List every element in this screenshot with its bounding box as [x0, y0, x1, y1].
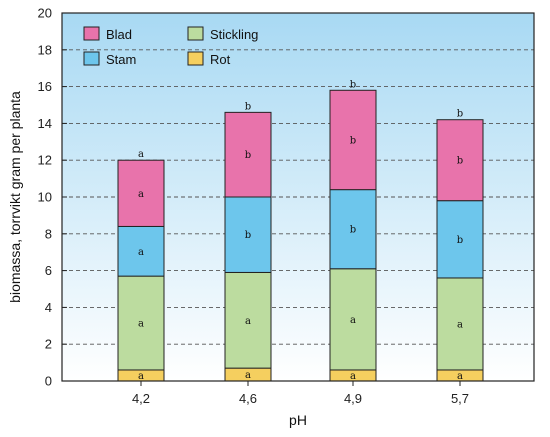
x-axis-title: pH: [289, 412, 307, 428]
segment-label: b: [457, 235, 463, 246]
bar-top-label: b: [457, 109, 463, 120]
segment-label: a: [138, 319, 144, 330]
segment-label: a: [457, 319, 463, 330]
y-tick-label: 2: [45, 337, 52, 352]
segment-label: a: [138, 189, 144, 200]
y-tick-label: 4: [45, 300, 52, 315]
bar-top-label: b: [350, 79, 356, 90]
y-tick-label: 10: [38, 190, 52, 205]
bar-segment-stam: [117, 225, 165, 277]
legend-label: Stam: [106, 52, 136, 67]
bar-segment-blad: [117, 159, 165, 227]
x-tick-label: 5,7: [451, 391, 469, 406]
segment-label: b: [245, 230, 251, 241]
x-tick-label: 4,9: [344, 391, 362, 406]
legend: Blad Stickling Stam Rot: [83, 26, 258, 67]
legend-swatch-blad: [83, 26, 100, 41]
bar-segment-stam: [329, 189, 377, 270]
bar-segment-stickling: [224, 271, 272, 369]
bars: a a a a a a a b b b a a b b b a a b b b: [117, 79, 484, 382]
bar-segment-stickling: [329, 268, 377, 371]
segment-label: b: [350, 225, 356, 236]
segment-label: b: [457, 156, 463, 167]
segment-label: b: [350, 135, 356, 146]
segment-label: a: [245, 316, 251, 327]
y-tick-label: 0: [45, 374, 52, 389]
segment-label: b: [245, 150, 251, 161]
y-tick-label: 6: [45, 263, 52, 278]
segment-label: a: [138, 371, 144, 382]
x-tick-label: 4,6: [239, 391, 257, 406]
axis-ticks: 0 2 4 6 8 10 12 14 16 18 20 4,2 4,6 4,9 5,7: [38, 6, 470, 407]
y-tick-label: 20: [38, 6, 52, 21]
bar-segment-blad: [224, 111, 272, 198]
y-tick-label: 12: [38, 153, 52, 168]
bar-top-label: a: [138, 149, 144, 160]
bar-top-label: b: [245, 101, 251, 112]
legend-swatch-stickling: [187, 26, 204, 41]
y-axis-title: biomassa, torrvikt gram per planta: [7, 91, 23, 303]
bar-segment-stam: [436, 200, 484, 279]
segment-label: a: [245, 370, 251, 381]
bar-segment-stam: [224, 196, 272, 273]
bar-segment-stickling: [436, 277, 484, 371]
y-tick-label: 18: [38, 42, 52, 57]
legend-label: Rot: [210, 52, 231, 67]
legend-label: Stickling: [210, 27, 258, 42]
y-tick-label: 14: [38, 116, 52, 131]
x-tick-label: 4,2: [132, 391, 150, 406]
legend-label: Blad: [106, 27, 132, 42]
legend-swatch-rot: [187, 51, 204, 66]
y-tick-label: 16: [38, 79, 52, 94]
segment-label: a: [457, 371, 463, 382]
segment-label: a: [138, 247, 144, 258]
bar-segment-stickling: [117, 275, 165, 371]
y-tick-label: 8: [45, 226, 52, 241]
bar-segment-blad: [329, 89, 377, 191]
segment-label: a: [350, 315, 356, 326]
bar-segment-blad: [436, 119, 484, 202]
segment-label: a: [350, 371, 356, 382]
legend-swatch-stam: [83, 51, 100, 66]
